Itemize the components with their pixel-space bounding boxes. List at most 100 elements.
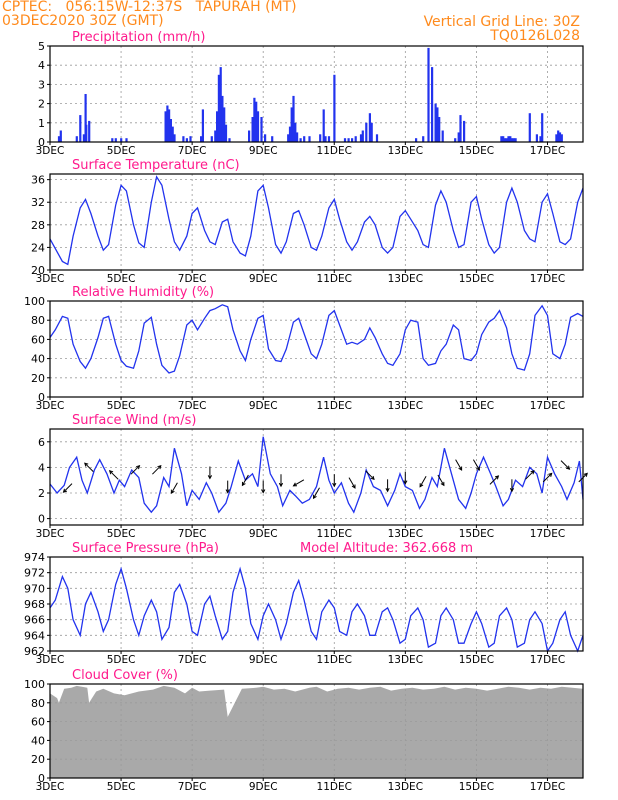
precip-bar-48 bbox=[308, 136, 311, 142]
precip-bar-34 bbox=[253, 97, 256, 142]
precip-bar-65 bbox=[422, 136, 425, 142]
precip-bar-64 bbox=[415, 138, 418, 142]
wind-arrow-8 bbox=[241, 474, 249, 487]
wind-arrow-5 bbox=[170, 482, 178, 494]
rh-xtick-label-2: 7DEC bbox=[178, 400, 207, 412]
precip-bar-79 bbox=[505, 138, 508, 142]
precip-bar-88 bbox=[541, 113, 544, 142]
wind-arrow-2 bbox=[108, 470, 119, 480]
precip-bar-61 bbox=[368, 113, 371, 142]
precip-bar-27 bbox=[219, 67, 222, 142]
precip-bar-9 bbox=[114, 138, 117, 142]
precip-bar-25 bbox=[216, 111, 219, 142]
wind-arrow-6 bbox=[207, 466, 213, 480]
rh-xtick-label-4: 11DEC bbox=[317, 400, 352, 412]
pres-ytick-label-2: 966 bbox=[24, 614, 45, 627]
wind-series-line bbox=[49, 436, 584, 514]
wind-xtick-label-6: 15DEC bbox=[459, 528, 494, 540]
precip-bar-82 bbox=[510, 138, 514, 142]
model-code: TQ0126L028 bbox=[490, 28, 580, 44]
precip-bar-14 bbox=[168, 109, 171, 142]
precip-xtick-label-5: 13DEC bbox=[388, 145, 423, 157]
rh-xtick-label-5: 13DEC bbox=[388, 400, 423, 412]
precip-bar-89 bbox=[555, 134, 558, 142]
pres-ytick-label-3: 968 bbox=[24, 598, 45, 611]
cloud-ytick-label-1: 20 bbox=[31, 753, 45, 766]
wind-arrow-18 bbox=[419, 476, 427, 488]
wind-ytick-label-0: 0 bbox=[38, 513, 45, 526]
precip-bar-17 bbox=[173, 134, 176, 142]
pres-series-line bbox=[49, 566, 584, 653]
pres-xtick-label-4: 11DEC bbox=[317, 654, 352, 666]
precip-bar-40 bbox=[287, 134, 290, 142]
pres-ytick-label-0: 962 bbox=[24, 645, 45, 658]
wind-arrow-16 bbox=[385, 479, 390, 493]
temp-title: Surface Temperature (nC) bbox=[72, 158, 240, 173]
precip-bar-74 bbox=[459, 115, 462, 142]
precip-bar-84 bbox=[514, 138, 517, 142]
cloud-ytick-label-5: 100 bbox=[24, 678, 45, 691]
precip-bar-50 bbox=[322, 109, 325, 142]
rh-series-line bbox=[49, 304, 584, 374]
precip-bar-55 bbox=[347, 138, 350, 142]
precip-bar-66 bbox=[427, 47, 430, 142]
wind-arrow-13 bbox=[332, 474, 337, 488]
precip-bar-71 bbox=[441, 130, 444, 142]
rh-ytick-label-3: 60 bbox=[31, 333, 45, 346]
pres-xtick-label-0: 3DEC bbox=[36, 654, 65, 666]
temp-xtick-label-7: 17DEC bbox=[530, 273, 565, 285]
wind-arrow-17 bbox=[403, 471, 408, 485]
precip-bar-29 bbox=[223, 107, 226, 142]
precip-bar-0 bbox=[57, 136, 61, 142]
pres-xtick-label-2: 7DEC bbox=[178, 654, 207, 666]
wind-arrow-4 bbox=[152, 464, 162, 475]
precip-bar-60 bbox=[365, 122, 368, 142]
wind-arrow-10 bbox=[278, 474, 284, 488]
precip-title: Precipitation (mm/h) bbox=[72, 30, 205, 45]
precip-xtick-label-3: 9DEC bbox=[249, 145, 278, 157]
precip-xtick-label-1: 5DEC bbox=[107, 145, 136, 157]
wind-xtick-label-3: 9DEC bbox=[249, 528, 278, 540]
cloud-xtick-label-5: 13DEC bbox=[388, 781, 423, 793]
precip-bar-32 bbox=[248, 130, 251, 142]
temp-series-line bbox=[49, 175, 584, 266]
station-line: CPTEC: 056:15W-12:37S TAPURAH (MT) bbox=[2, 0, 297, 15]
rh-xtick-label-0: 3DEC bbox=[36, 400, 65, 412]
temp-ytick-label-4: 36 bbox=[31, 174, 45, 187]
precip-bar-16 bbox=[171, 126, 174, 142]
precip-frame bbox=[49, 45, 584, 143]
cloud-title: Cloud Cover (%) bbox=[72, 668, 178, 683]
precip-bar-43 bbox=[292, 95, 295, 142]
precip-bar-58 bbox=[359, 134, 363, 142]
rh-xtick-label-7: 17DEC bbox=[530, 400, 565, 412]
pres-xtick-label-3: 9DEC bbox=[249, 654, 278, 666]
precip-bar-24 bbox=[214, 130, 217, 142]
cloud-xtick-label-0: 3DEC bbox=[36, 781, 65, 793]
precip-bar-72 bbox=[454, 138, 457, 142]
precip-bar-67 bbox=[431, 67, 434, 142]
wind-arrow-12 bbox=[312, 487, 320, 500]
precip-bar-47 bbox=[303, 136, 306, 142]
precip-bar-20 bbox=[189, 136, 192, 142]
precip-bar-92 bbox=[560, 134, 563, 142]
pres-ytick-label-5: 972 bbox=[24, 567, 45, 580]
precip-bar-78 bbox=[503, 138, 506, 142]
pres-ytick-label-1: 964 bbox=[24, 629, 45, 642]
precip-bar-2 bbox=[75, 136, 78, 142]
precip-bar-7 bbox=[88, 120, 91, 142]
precip-bar-83 bbox=[512, 138, 515, 142]
temp-xtick-label-6: 15DEC bbox=[459, 273, 494, 285]
temp-ytick-label-2: 28 bbox=[31, 219, 45, 232]
pres-xtick-label-7: 17DEC bbox=[530, 654, 565, 666]
temp-ytick-label-1: 24 bbox=[31, 241, 45, 254]
wind-ytick-label-2: 4 bbox=[38, 461, 45, 474]
precip-bar-5 bbox=[84, 94, 87, 142]
precip-bar-77 bbox=[502, 136, 505, 142]
rh-ytick-label-2: 40 bbox=[31, 353, 45, 366]
wind-arrow-23 bbox=[509, 479, 515, 493]
precip-bar-86 bbox=[535, 134, 538, 142]
precip-bar-49 bbox=[319, 134, 322, 142]
wind-arrow-15 bbox=[365, 470, 375, 481]
precip-bar-76 bbox=[500, 136, 503, 142]
temp-frame bbox=[49, 173, 584, 271]
